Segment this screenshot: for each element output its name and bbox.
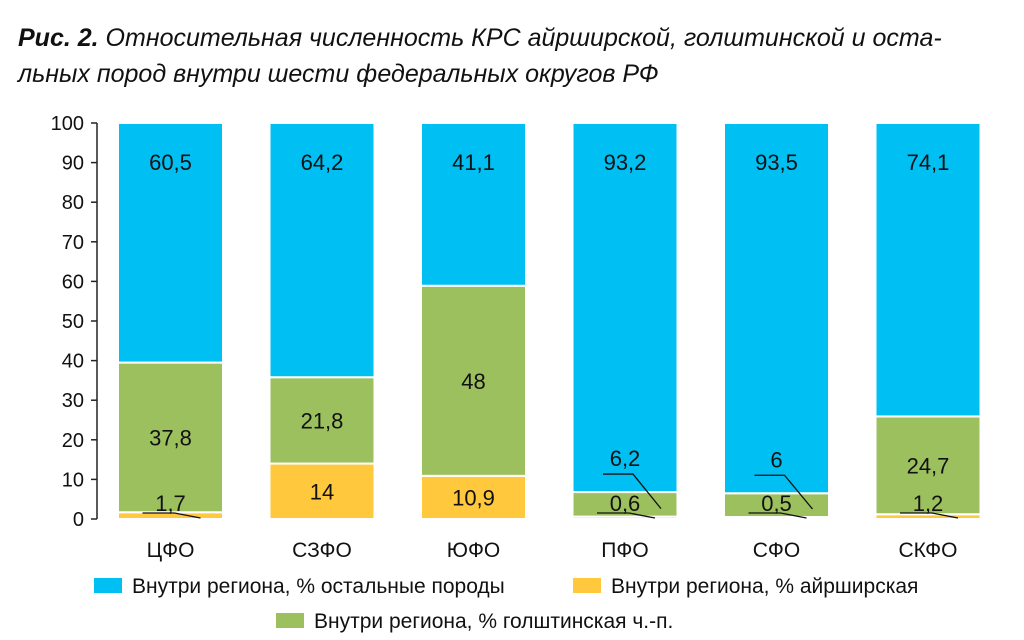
y-axis: 0 10 20 30 40 50 60 70 80 90 100: [51, 113, 98, 531]
data-label: 37,8: [149, 425, 192, 450]
data-label: 6,2: [610, 446, 641, 471]
legend-label: Внутри региона, % остальные породы: [132, 575, 505, 598]
leader-line: [754, 474, 814, 510]
data-label: 60,5: [149, 150, 192, 175]
y-tick-label: 30: [62, 390, 84, 412]
data-label: 1,7: [155, 491, 186, 516]
legend-swatch: [94, 578, 122, 593]
y-tick-label: 80: [62, 192, 84, 214]
y-tick-label: 10: [62, 469, 84, 491]
y-tick-label: 20: [62, 430, 84, 452]
legend-label: Внутри региона, % айрширская: [611, 575, 918, 598]
bar-segment: [117, 122, 224, 364]
x-category-label: СЗФО: [292, 539, 352, 562]
bar-segment: [268, 376, 376, 465]
data-label: 10,9: [452, 485, 495, 510]
data-label: 64,2: [301, 150, 344, 175]
y-tick-label: 60: [62, 271, 84, 293]
bar-segment: [571, 122, 679, 494]
data-label: 0,5: [761, 491, 792, 516]
y-tick-label: 100: [51, 113, 84, 135]
bar-segment: [420, 122, 527, 287]
bar-segment: [420, 474, 527, 520]
y-tick-label: 90: [62, 153, 84, 175]
data-label: 24,7: [907, 453, 950, 478]
x-axis-categories: ЦФО СЗФО ЮФО ПФО СФО СКФО: [147, 539, 958, 562]
data-label: 48: [461, 369, 485, 394]
legend-swatch: [276, 613, 304, 628]
leader-line: [603, 473, 662, 510]
legend: Внутри региона, % остальные породы Внутри…: [94, 575, 918, 633]
legend-swatch: [573, 578, 601, 593]
x-category-label: ЦФО: [147, 539, 195, 562]
leader-line: [597, 512, 656, 519]
y-tick-label: 70: [62, 232, 84, 254]
bar-segment: [268, 462, 376, 520]
caption-label: Рис. 2.: [18, 24, 99, 52]
caption-text: Относительная численность КРС айрширской…: [18, 24, 942, 88]
x-category-label: СКФО: [899, 539, 958, 562]
data-label: 6: [770, 447, 782, 472]
x-category-label: ЮФО: [447, 539, 501, 562]
data-label: 93,5: [755, 150, 798, 175]
data-label: 14: [310, 479, 334, 504]
bar-segment: [268, 122, 376, 379]
y-tick-label: 0: [73, 509, 84, 531]
leader-line: [748, 512, 807, 519]
bar-segment: [874, 415, 982, 516]
bar-segment: [420, 284, 527, 477]
data-label: 0,6: [610, 491, 641, 516]
bar-segment: [117, 361, 224, 514]
data-label: 93,2: [604, 150, 647, 175]
data-label: 41,1: [452, 150, 495, 175]
x-category-label: ПФО: [601, 539, 648, 562]
bar-segment: [874, 122, 982, 418]
bars: [117, 122, 982, 521]
legend-label: Внутри региона, % голштинская ч.-п.: [314, 610, 673, 633]
leader-line: [900, 512, 959, 519]
x-category-label: СФО: [753, 539, 800, 562]
y-tick-label: 50: [62, 311, 84, 333]
leader-line: [142, 512, 201, 519]
bar-segment: [723, 122, 830, 495]
data-label: 74,1: [907, 150, 950, 175]
data-labels: 60,537,81,764,221,81441,14810,993,26,20,…: [142, 150, 959, 519]
data-label: 21,8: [301, 408, 344, 433]
data-label: 1,2: [913, 491, 944, 516]
y-tick-label: 40: [62, 351, 84, 373]
chart-caption: Рис. 2. Относительная численность КРС ай…: [18, 20, 1008, 92]
